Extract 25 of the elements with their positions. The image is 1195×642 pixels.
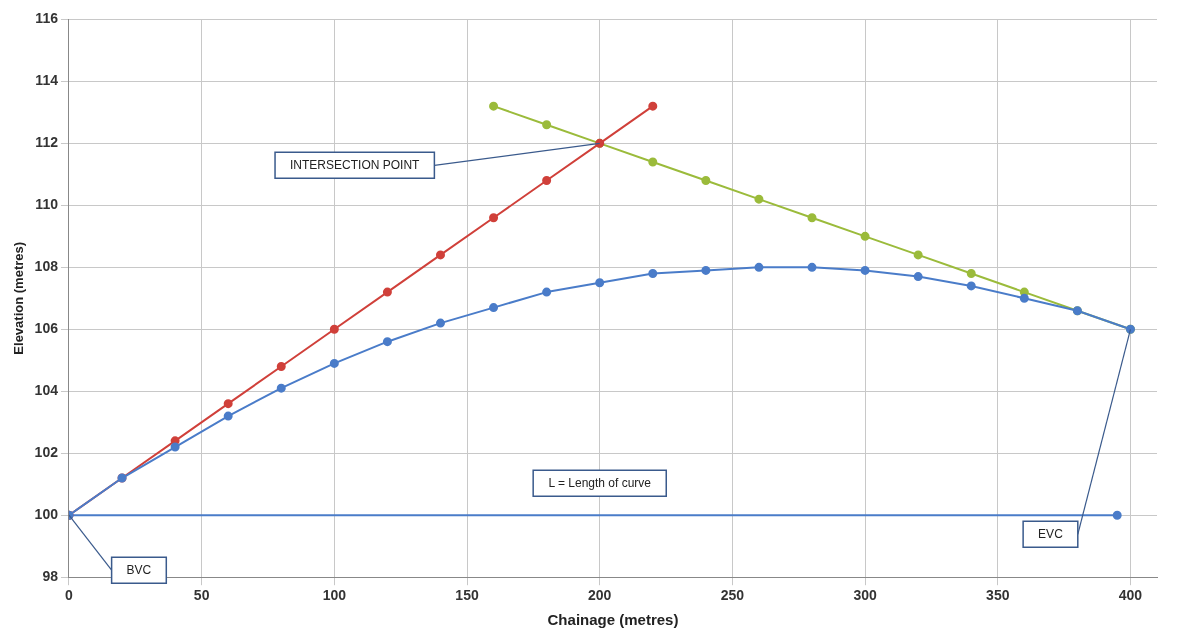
y-tick-label: 112 bbox=[35, 134, 59, 151]
y-tick-label: 102 bbox=[34, 444, 59, 461]
x-tick-label: 50 bbox=[193, 587, 210, 604]
x-tick-label: 350 bbox=[986, 587, 1010, 604]
x-tick-label: 150 bbox=[455, 587, 479, 604]
y-axis-title: Elevation (metres) bbox=[11, 241, 27, 355]
y-tick-label: 114 bbox=[35, 72, 59, 89]
annotation: BVC bbox=[126, 562, 152, 577]
y-tick-label: 106 bbox=[34, 320, 59, 337]
annotation: L = Length of curve bbox=[548, 475, 652, 490]
y-tick-label: 108 bbox=[34, 258, 59, 275]
x-axis-title: Chainage (metres) bbox=[547, 611, 679, 629]
y-tick-label: 104 bbox=[34, 382, 59, 399]
annotation: INTERSECTION POINT bbox=[290, 157, 421, 172]
x-tick-label: 250 bbox=[720, 587, 745, 604]
x-tick-label: 0 bbox=[65, 587, 74, 604]
y-tick-label: 100 bbox=[34, 506, 59, 523]
y-tick-label: 110 bbox=[35, 196, 59, 213]
y-tick-label: 98 bbox=[42, 568, 59, 585]
x-tick-label: 300 bbox=[853, 587, 877, 604]
x-tick-label: 100 bbox=[322, 587, 347, 604]
y-tick-label: 116 bbox=[35, 10, 59, 27]
x-tick-label: 200 bbox=[588, 587, 612, 604]
annotation: EVC bbox=[1038, 526, 1064, 541]
x-tick-label: 400 bbox=[1118, 587, 1143, 604]
